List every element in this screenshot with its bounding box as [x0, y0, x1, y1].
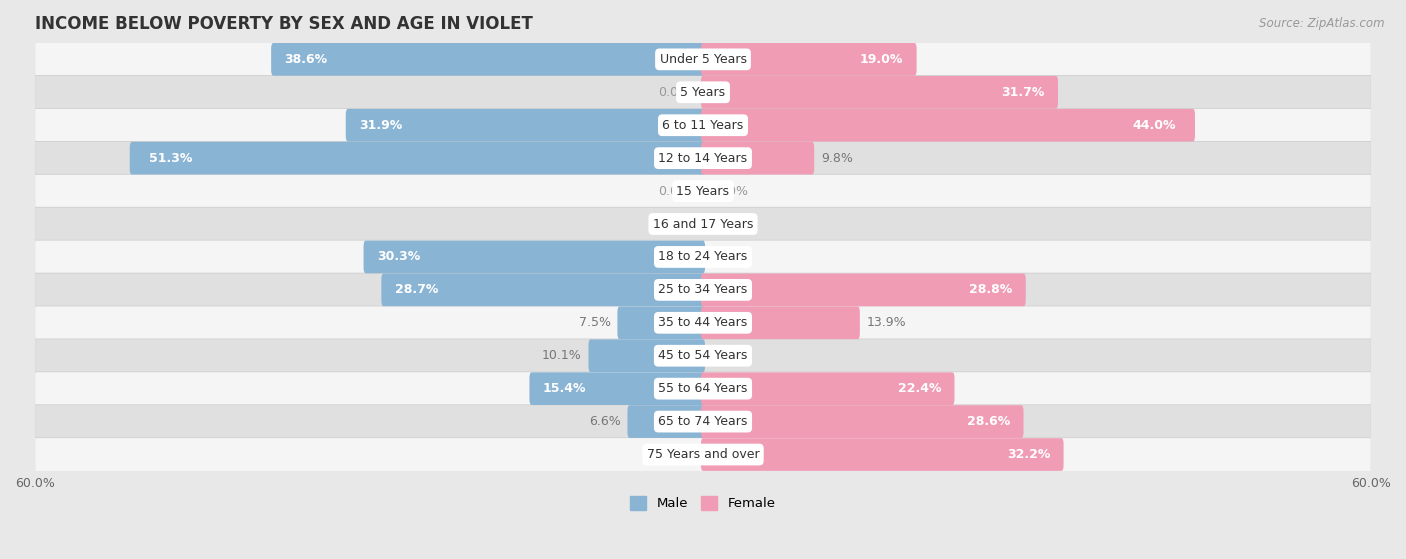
Text: 15 Years: 15 Years [676, 184, 730, 197]
Text: 32.2%: 32.2% [1007, 448, 1050, 461]
FancyBboxPatch shape [35, 438, 1371, 471]
FancyBboxPatch shape [35, 42, 1371, 76]
FancyBboxPatch shape [35, 240, 1371, 274]
FancyBboxPatch shape [35, 339, 1371, 372]
Text: Source: ZipAtlas.com: Source: ZipAtlas.com [1260, 17, 1385, 30]
FancyBboxPatch shape [271, 43, 704, 75]
Text: 28.6%: 28.6% [967, 415, 1011, 428]
FancyBboxPatch shape [129, 142, 704, 174]
FancyBboxPatch shape [702, 372, 955, 405]
Text: 13.9%: 13.9% [866, 316, 907, 329]
Text: 16 and 17 Years: 16 and 17 Years [652, 217, 754, 230]
Text: 12 to 14 Years: 12 to 14 Years [658, 151, 748, 165]
Text: 9.8%: 9.8% [821, 151, 853, 165]
FancyBboxPatch shape [35, 372, 1371, 405]
Text: 19.0%: 19.0% [860, 53, 904, 66]
FancyBboxPatch shape [702, 405, 1024, 438]
FancyBboxPatch shape [589, 339, 704, 372]
Text: 0.0%: 0.0% [658, 184, 689, 197]
Text: 0.0%: 0.0% [717, 184, 748, 197]
Text: 15.4%: 15.4% [543, 382, 586, 395]
FancyBboxPatch shape [702, 43, 917, 75]
Text: 28.7%: 28.7% [395, 283, 437, 296]
Text: 18 to 24 Years: 18 to 24 Years [658, 250, 748, 263]
FancyBboxPatch shape [35, 108, 1371, 142]
Text: 0.0%: 0.0% [717, 250, 748, 263]
FancyBboxPatch shape [35, 273, 1371, 307]
Legend: Male, Female: Male, Female [626, 491, 780, 516]
FancyBboxPatch shape [35, 306, 1371, 340]
FancyBboxPatch shape [35, 75, 1371, 109]
Text: 75 Years and over: 75 Years and over [647, 448, 759, 461]
Text: 0.0%: 0.0% [717, 349, 748, 362]
Text: 30.3%: 30.3% [377, 250, 420, 263]
Text: Under 5 Years: Under 5 Years [659, 53, 747, 66]
FancyBboxPatch shape [617, 306, 704, 339]
Text: INCOME BELOW POVERTY BY SEX AND AGE IN VIOLET: INCOME BELOW POVERTY BY SEX AND AGE IN V… [35, 15, 533, 33]
Text: 5 Years: 5 Years [681, 86, 725, 99]
Text: 31.9%: 31.9% [359, 119, 402, 132]
Text: 10.1%: 10.1% [541, 349, 582, 362]
FancyBboxPatch shape [35, 207, 1371, 241]
FancyBboxPatch shape [702, 109, 1195, 141]
Text: 0.0%: 0.0% [658, 217, 689, 230]
Text: 0.0%: 0.0% [658, 448, 689, 461]
FancyBboxPatch shape [35, 141, 1371, 175]
FancyBboxPatch shape [530, 372, 704, 405]
Text: 25 to 34 Years: 25 to 34 Years [658, 283, 748, 296]
FancyBboxPatch shape [702, 273, 1026, 306]
Text: 0.0%: 0.0% [658, 86, 689, 99]
FancyBboxPatch shape [364, 240, 704, 273]
Text: 6.6%: 6.6% [589, 415, 620, 428]
FancyBboxPatch shape [702, 76, 1059, 108]
FancyBboxPatch shape [35, 405, 1371, 438]
Text: 55 to 64 Years: 55 to 64 Years [658, 382, 748, 395]
Text: 35 to 44 Years: 35 to 44 Years [658, 316, 748, 329]
Text: 22.4%: 22.4% [898, 382, 941, 395]
FancyBboxPatch shape [346, 109, 704, 141]
Text: 44.0%: 44.0% [1133, 119, 1177, 132]
Text: 38.6%: 38.6% [284, 53, 328, 66]
Text: 6 to 11 Years: 6 to 11 Years [662, 119, 744, 132]
FancyBboxPatch shape [381, 273, 704, 306]
Text: 28.8%: 28.8% [969, 283, 1012, 296]
FancyBboxPatch shape [627, 405, 704, 438]
Text: 7.5%: 7.5% [579, 316, 610, 329]
FancyBboxPatch shape [35, 174, 1371, 208]
Text: 51.3%: 51.3% [149, 151, 191, 165]
FancyBboxPatch shape [702, 142, 814, 174]
Text: 0.0%: 0.0% [717, 217, 748, 230]
FancyBboxPatch shape [702, 438, 1063, 471]
FancyBboxPatch shape [702, 306, 860, 339]
Text: 31.7%: 31.7% [1001, 86, 1045, 99]
Text: 45 to 54 Years: 45 to 54 Years [658, 349, 748, 362]
Text: 65 to 74 Years: 65 to 74 Years [658, 415, 748, 428]
